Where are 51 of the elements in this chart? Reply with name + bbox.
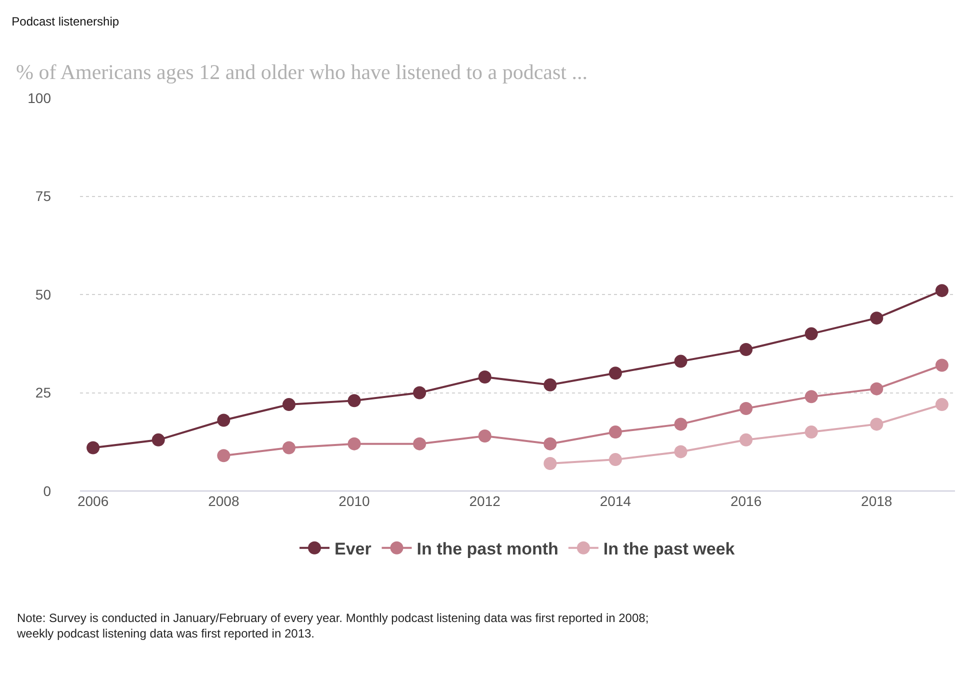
point <box>544 456 557 470</box>
point <box>870 382 884 396</box>
x-tick-label: 2010 <box>338 493 370 509</box>
point <box>86 441 100 454</box>
point <box>935 284 948 298</box>
point <box>870 418 884 431</box>
x-tick-label: 2008 <box>208 493 240 509</box>
point <box>674 418 688 431</box>
y-tick-label: 100 <box>28 90 52 106</box>
y-tick-label: 75 <box>35 188 52 204</box>
text: Note: Survey is conducted in January/February of every year. Monthly podcast listening data was first reported in 2008; weekly podcast listening data was first reported in 2013. <box>16 611 649 641</box>
point <box>740 343 753 356</box>
legend-label: In the past week <box>603 539 736 558</box>
point <box>935 398 948 412</box>
point <box>804 390 818 404</box>
point <box>348 394 361 408</box>
x-tick-label: 2018 <box>861 493 892 509</box>
x-tick-label: 2016 <box>730 493 762 509</box>
legend-label: In the past month <box>416 539 558 558</box>
point <box>804 426 818 439</box>
point <box>608 426 622 439</box>
point <box>152 433 165 446</box>
point <box>608 366 622 380</box>
point <box>217 449 230 462</box>
y-tick-label: 50 <box>35 286 52 302</box>
point <box>282 398 296 412</box>
point <box>282 441 296 454</box>
point <box>478 429 492 442</box>
chart-subtitle: % of Americans ages 12 and older who have listened to a podcast ... <box>16 60 588 84</box>
point <box>348 437 361 450</box>
legend-label: Ever <box>334 539 372 558</box>
point <box>935 358 948 372</box>
x-tick-label: 2014 <box>600 493 632 509</box>
x-tick-label: 2012 <box>469 493 501 509</box>
point <box>740 433 753 446</box>
point <box>544 437 557 450</box>
point <box>217 414 230 427</box>
point <box>544 378 557 392</box>
point <box>413 437 426 450</box>
point <box>804 327 818 340</box>
chart-title: Podcast listenership <box>12 14 120 28</box>
point <box>674 445 688 458</box>
y-tick-label: 25 <box>35 384 52 401</box>
x-tick-label: 2006 <box>77 493 109 509</box>
point <box>740 402 753 415</box>
point <box>674 354 688 368</box>
point <box>870 312 884 325</box>
point <box>413 386 426 400</box>
point <box>608 453 622 466</box>
point <box>478 370 492 384</box>
y-tick-label: 0 <box>43 482 52 499</box>
